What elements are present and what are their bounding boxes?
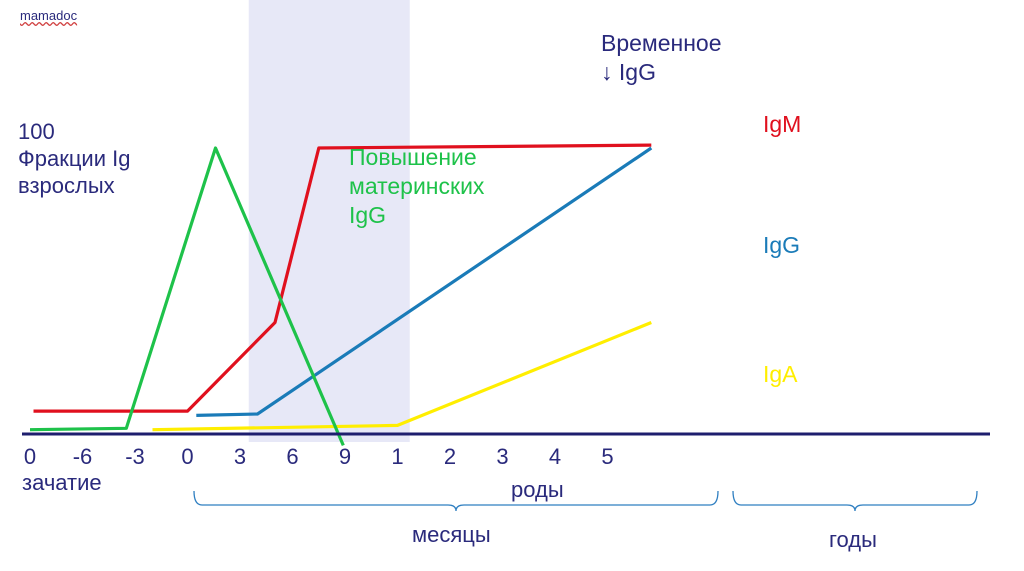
y-axis-max-label: 100 bbox=[18, 119, 55, 144]
x-tick-label: 4 bbox=[548, 444, 562, 469]
x-tick-label: -6 bbox=[72, 444, 93, 469]
x-tick-label: 0 bbox=[181, 444, 194, 469]
igm-series-line bbox=[33, 143, 652, 413]
transient-igg-label: Временное ↓ IgG bbox=[601, 29, 722, 87]
y-axis-label: 100 Фракции Ig взрослых bbox=[18, 118, 130, 199]
transient-igg-label-line2: ↓ IgG bbox=[601, 59, 656, 85]
transient-igg-label-line1: Временное bbox=[601, 30, 722, 56]
months-label: месяцы bbox=[412, 522, 491, 547]
x-tick-label: -3 bbox=[125, 444, 145, 469]
x-tick-label: 3 bbox=[496, 444, 509, 469]
maternal-igg-annotation-line2: материнских bbox=[349, 173, 485, 199]
maternal-igg-annotation: Повышение материнских IgG bbox=[349, 143, 484, 230]
iga-series-label: IgA bbox=[763, 361, 798, 387]
x-tick-label: 5 bbox=[601, 444, 614, 469]
y-axis-title-line1: Фракции Ig bbox=[18, 146, 131, 171]
months-brace bbox=[193, 490, 719, 512]
x-tick-label: 1 bbox=[391, 444, 404, 469]
x-tick-label: 2 bbox=[443, 444, 457, 469]
maternal-igg-series-line bbox=[29, 146, 345, 447]
y-axis-title-line2: взрослых bbox=[18, 173, 115, 198]
conception-label: зачатие bbox=[22, 470, 102, 495]
years-label: годы bbox=[829, 527, 877, 552]
watermark-text: mamadoc bbox=[20, 8, 78, 23]
x-tick-label: 0 bbox=[23, 444, 37, 469]
maternal-igg-annotation-line1: Повышение bbox=[349, 144, 477, 170]
x-tick-label: 6 bbox=[286, 444, 299, 469]
igm-series-label: IgM bbox=[763, 111, 802, 137]
years-brace bbox=[732, 490, 978, 512]
transient-igg-decrease-band bbox=[248, 0, 410, 442]
x-tick-label: 9 bbox=[338, 444, 352, 469]
maternal-igg-annotation-line3: IgG bbox=[349, 202, 387, 228]
igg-series-line bbox=[196, 146, 653, 417]
birth-label: роды bbox=[511, 477, 564, 502]
igg-series-label: IgG bbox=[763, 232, 801, 258]
iga-series-line bbox=[152, 321, 652, 432]
x-tick-label: 3 bbox=[233, 444, 247, 469]
